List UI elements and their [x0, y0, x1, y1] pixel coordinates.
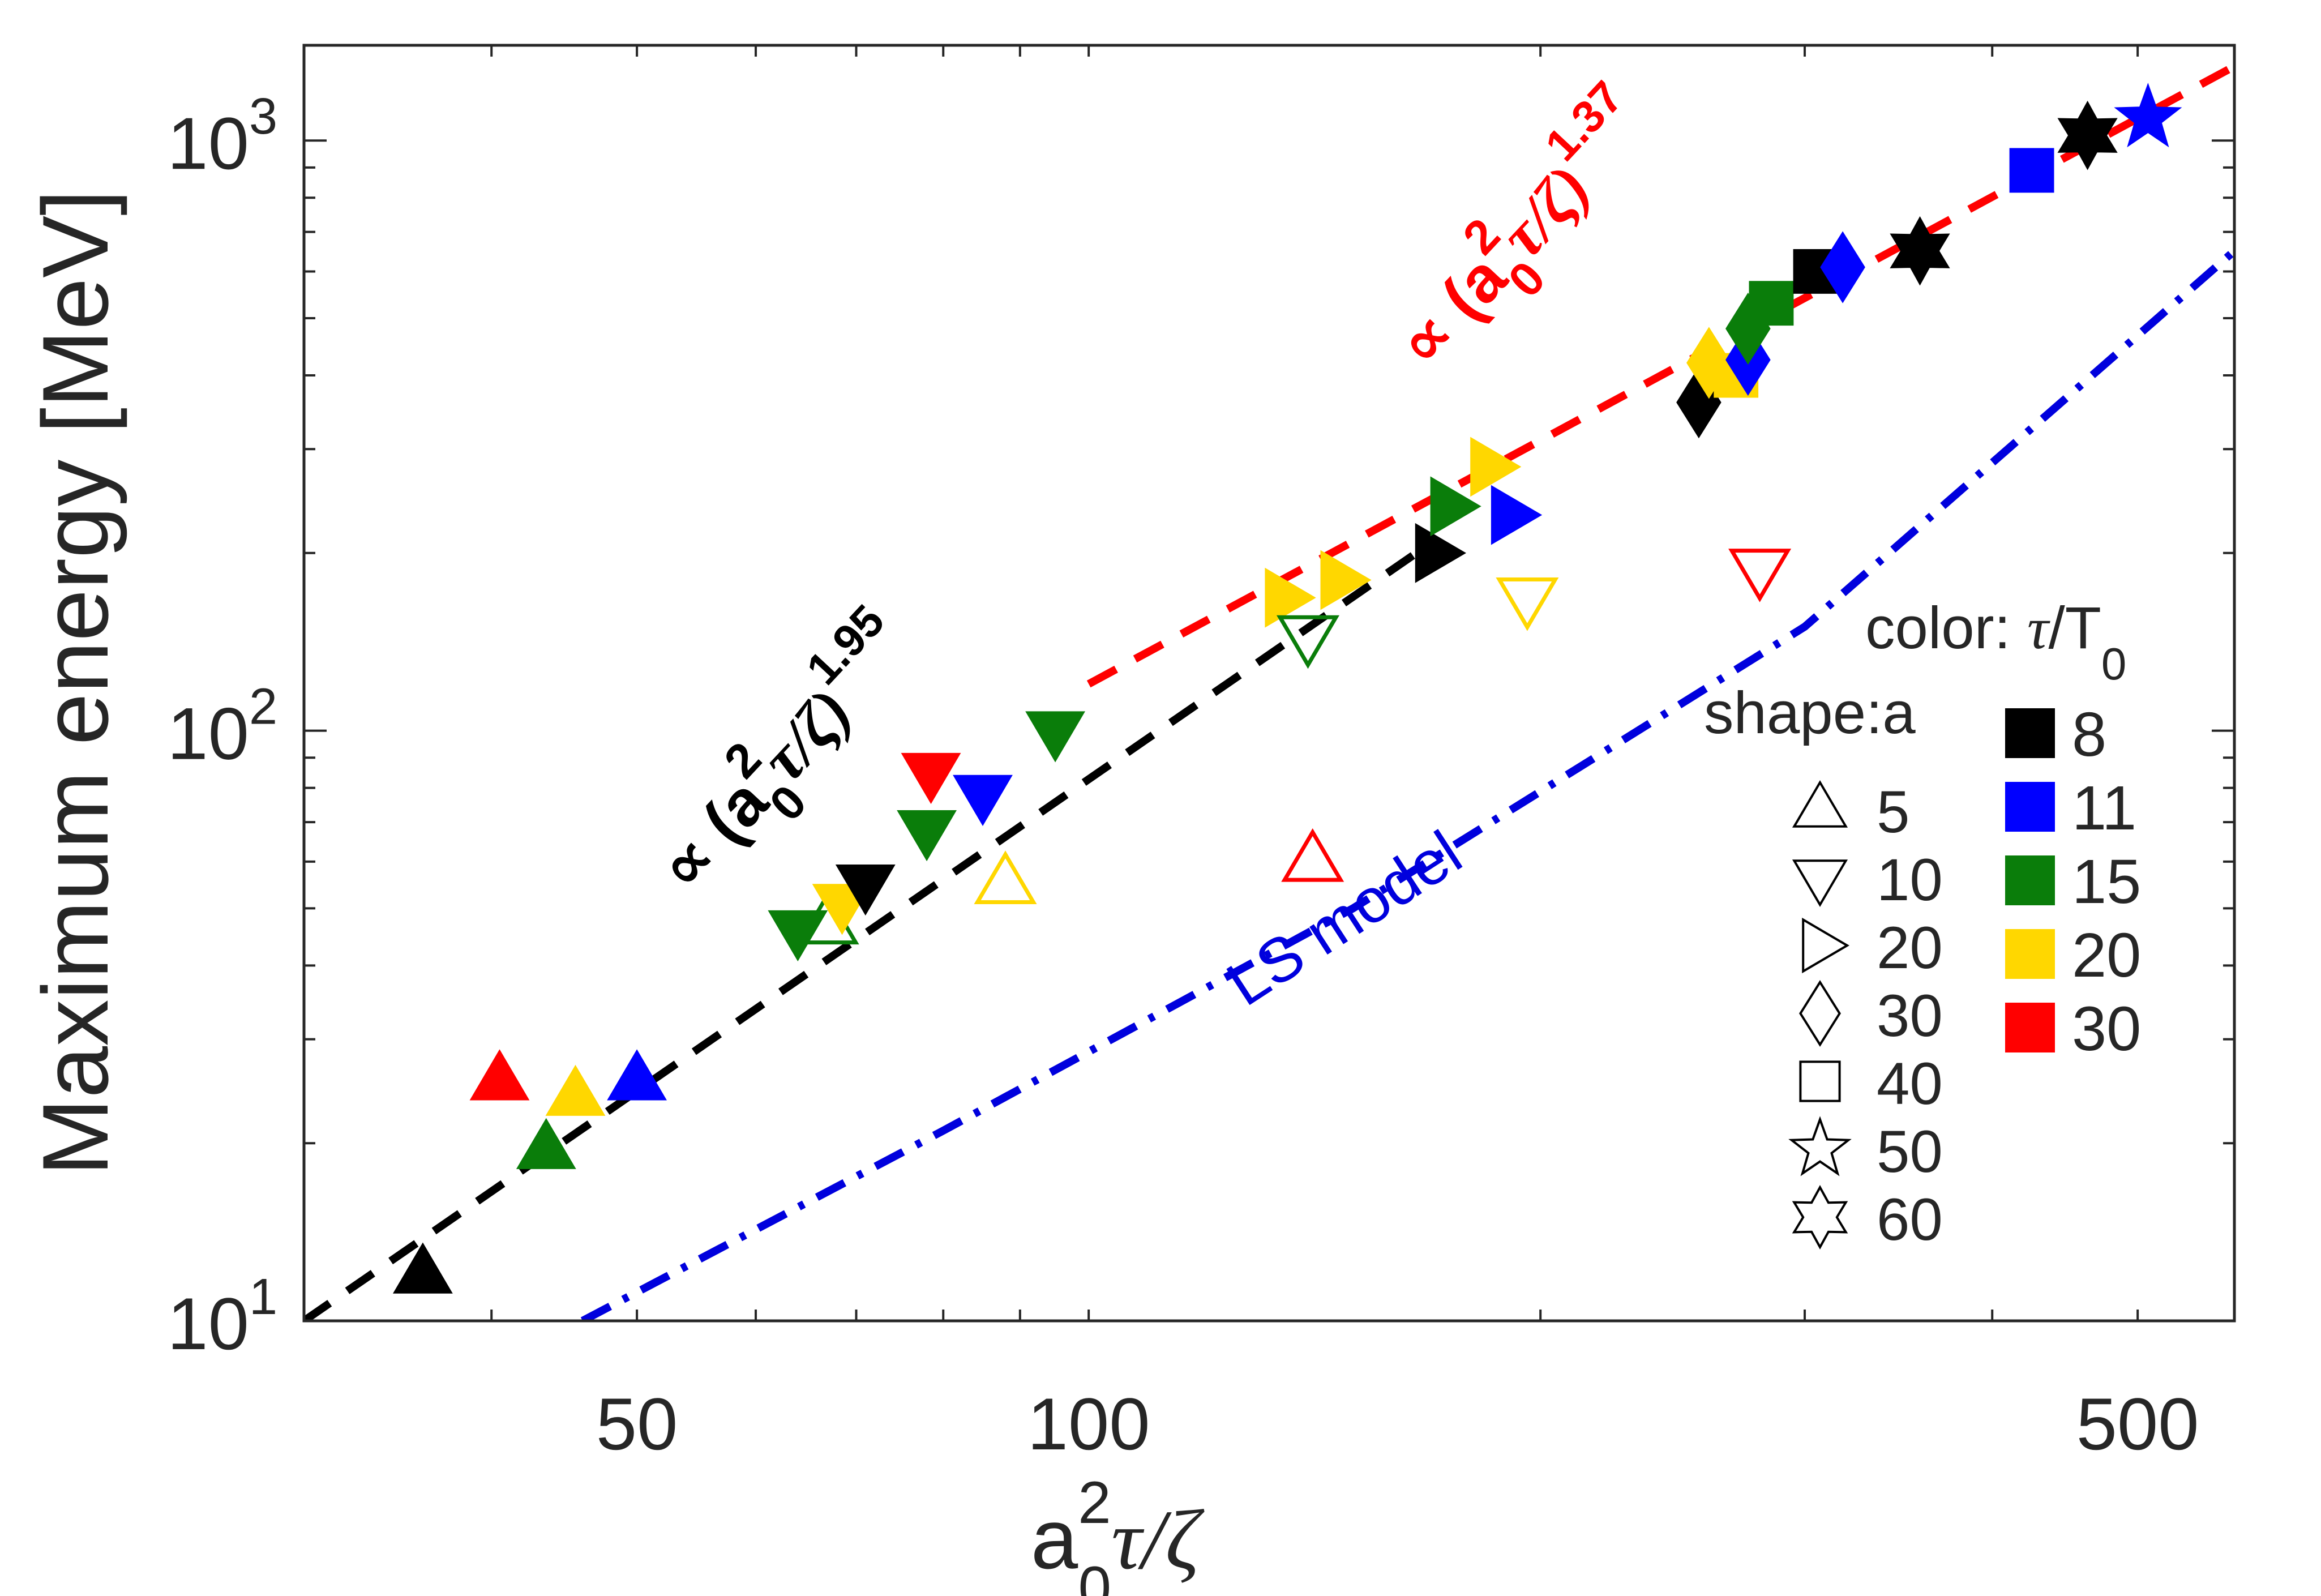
legend-color-swatch-15	[2005, 855, 2055, 905]
data-point-tri-up	[469, 1049, 530, 1101]
x-tick-label: 500	[2076, 1383, 2199, 1465]
data-point-square	[2009, 148, 2054, 193]
legend-color-title-sub: 0	[2101, 639, 2127, 689]
legend-shape-hexagram-icon	[1792, 1185, 1848, 1250]
data-point-tri-up	[516, 1118, 576, 1169]
legend-color-swatch-30	[2005, 1003, 2055, 1052]
legend-color-title-rest: /T	[2049, 595, 2101, 661]
data-point-square	[1749, 281, 1794, 326]
y-tick-label: 101	[167, 1269, 277, 1365]
legend-color-label: 8	[2072, 700, 2106, 769]
line-fit-195	[304, 537, 1437, 1321]
legend-color-label: 15	[2072, 847, 2141, 917]
line-ls-model	[580, 247, 2234, 1321]
data-point-tri-up	[393, 1242, 453, 1294]
data-point-tri-right	[1491, 485, 1543, 545]
y-axis-label: Maximum energy [MeV]	[23, 190, 127, 1176]
legend-shape-title: shape:a	[1704, 680, 1916, 746]
legend-color-label: 11	[2072, 773, 2136, 843]
y-tick-label-exp: 3	[249, 88, 277, 145]
plot-frame	[302, 44, 2236, 1323]
x-tick-labels: 50 100 500	[596, 1383, 2199, 1465]
data-point-tri-right	[1265, 567, 1316, 628]
legend-shape-label: 40	[1877, 1051, 1943, 1117]
legend-color-title-text: color:	[1865, 595, 2027, 661]
data-point-tri-down	[901, 752, 961, 805]
x-tick-label: 100	[1027, 1383, 1150, 1465]
y-tick-label-base: 10	[167, 102, 249, 185]
data-point-tri-down	[1728, 549, 1792, 602]
data-point-tri-up	[974, 850, 1037, 904]
y-tick-label-exp: 1	[249, 1269, 277, 1325]
data-point-tri-up	[545, 1064, 606, 1116]
data-point-tri-down	[953, 775, 1013, 827]
legend-color-swatch-20	[2005, 929, 2055, 979]
data-point-tri-down	[1496, 577, 1559, 631]
legend-shape-tri-down-icon	[1792, 859, 1848, 907]
data-point-tri-up	[607, 1049, 667, 1101]
data-point-tri-right	[1415, 523, 1467, 583]
legend-shape-label: 5	[1877, 779, 1909, 845]
x-axis-label-rest: τ/ζ	[1111, 1493, 1205, 1587]
x-tick-label: 50	[596, 1383, 678, 1465]
data-point-tri-right	[1470, 437, 1522, 497]
legend-shape-tri-up-icon	[1792, 780, 1848, 828]
data-point-hexagram	[2057, 100, 2118, 170]
legend-shape-diamond-icon	[1799, 980, 1841, 1047]
legend-color-label: 20	[2072, 921, 2141, 990]
y-tick-label: 102	[167, 679, 277, 775]
y-tick-label-exp: 2	[249, 679, 277, 735]
data-point-diamond	[1820, 231, 1865, 303]
data-point-tri-down	[835, 865, 896, 916]
legend-color-swatch-8	[2005, 708, 2055, 758]
x-axis-label-sup: 2	[1078, 1470, 1111, 1536]
y-tick-label-base: 10	[167, 1282, 249, 1365]
legend-shape-label: 10	[1877, 847, 1943, 913]
data-point-tri-down	[1025, 711, 1085, 763]
legend-shape-label: 50	[1877, 1119, 1943, 1185]
legend-color-label: 30	[2072, 994, 2141, 1064]
data-point-star	[2114, 83, 2182, 148]
legend-color-title: color: τ/T0	[1865, 595, 2126, 689]
data-point-tri-down	[897, 810, 957, 862]
data-point-tri-down	[1276, 615, 1340, 669]
x-axis-label-base: a	[1031, 1491, 1078, 1586]
legend-shape-label: 60	[1877, 1187, 1943, 1253]
legend-color-swatch-11	[2005, 782, 2055, 832]
data-point-hexagram	[1890, 216, 1950, 286]
legend-shape-label: 20	[1877, 915, 1943, 981]
data-point-tri-right	[1430, 476, 1481, 537]
data-markers	[393, 83, 2182, 1294]
x-axis-label-sub: 0	[1078, 1555, 1111, 1596]
legend-shape-square-icon	[1799, 1060, 1841, 1102]
legend-color-title-sym: τ	[2027, 595, 2050, 661]
legend-shape-label: 30	[1877, 983, 1943, 1049]
data-point-tri-up	[1281, 828, 1344, 882]
legend-shape-tri-right-icon	[1802, 917, 1849, 974]
data-point-tri-right	[1320, 550, 1372, 610]
legend-shape-star-icon	[1788, 1116, 1852, 1176]
y-tick-label-base: 10	[167, 692, 249, 775]
y-tick-label: 103	[167, 88, 277, 185]
tick-marks	[304, 45, 2234, 1322]
x-axis-label: a2 0τ/ζ	[1031, 1470, 1205, 1596]
